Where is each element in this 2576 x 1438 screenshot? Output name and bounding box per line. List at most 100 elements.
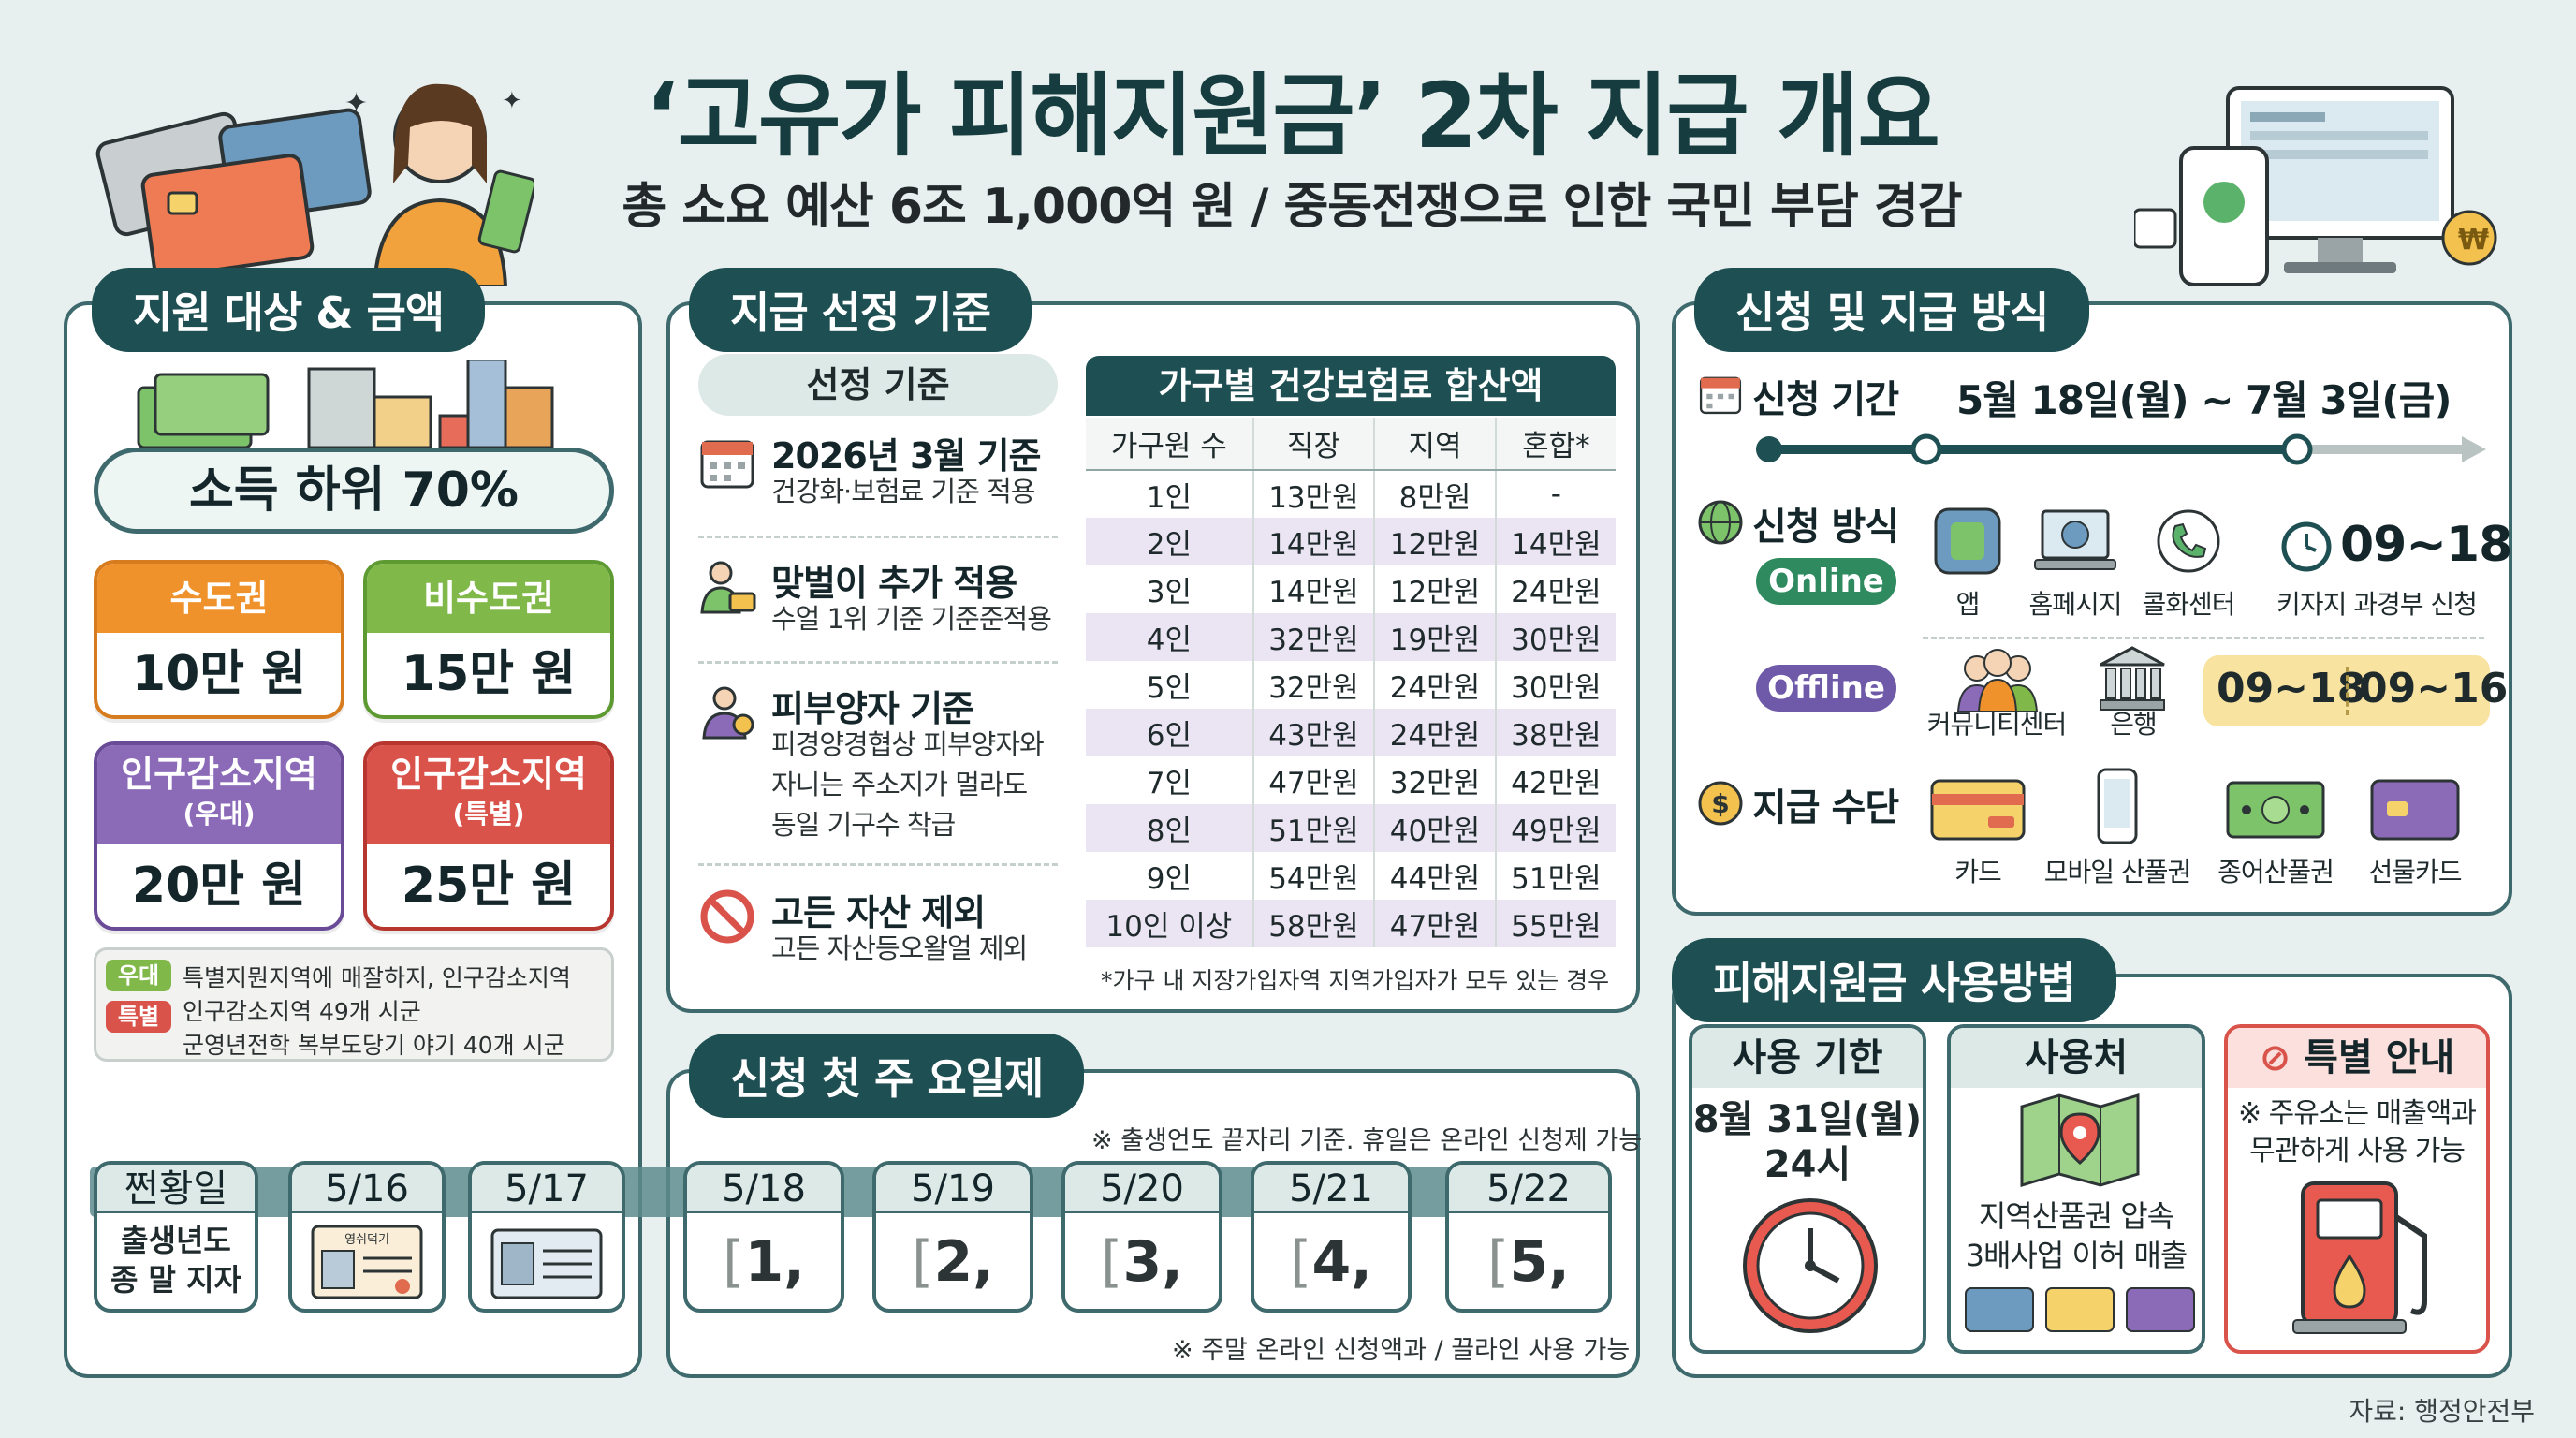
- table-row: 1인 13만원 8만원 -: [1086, 470, 1616, 518]
- table-row: 8인 51만원 40만원 49만원: [1086, 804, 1616, 852]
- day-digits: 5, 0: [1509, 1229, 1570, 1295]
- table-cell: 3인: [1086, 565, 1254, 613]
- table-row: 2인 14만원 12만원 14만원: [1086, 518, 1616, 565]
- region-box-depop-preferred: 인구감소지역 (우대) 20만 원: [94, 741, 344, 931]
- day-box: 5/19[2, 7]: [872, 1161, 1033, 1313]
- prohibited-icon: ⊘: [2259, 1036, 2291, 1079]
- region-box-non-capital: 비수도권 15만 원: [363, 560, 614, 719]
- day-label: 5/16: [292, 1165, 442, 1213]
- weekday-panel-tab: 신청 첫 주 요일제: [689, 1034, 1085, 1118]
- person-with-cards-illustration: ✦ ✦: [95, 83, 534, 286]
- table-cell: 51만원: [1511, 862, 1602, 896]
- table-cell: 42만원: [1511, 767, 1602, 800]
- period-label: 신청 기간: [1752, 378, 1899, 421]
- prohibited-icon: [700, 889, 754, 944]
- card-icon: [1930, 779, 2026, 841]
- insurance-table: 가구원 수 직장 지역 혼합* 1인 13만원 8만원 -2인 14만원 12만원 14만원…: [1086, 418, 1616, 947]
- region-sub: (우대): [183, 799, 256, 829]
- region-head: 인구감소지역 (우대): [97, 745, 341, 844]
- table-cell: 9인: [1086, 852, 1254, 900]
- table-cell: 8인: [1086, 804, 1254, 852]
- day-digits-row: [4, 9]: [1254, 1213, 1408, 1309]
- table-row: 9인 54만원 44만원 51만원: [1086, 852, 1616, 900]
- day-label: 5/19: [876, 1165, 1030, 1213]
- table-row: 3인 14만원 12만원 24만원: [1086, 565, 1616, 613]
- day-label: 5/17: [472, 1165, 622, 1213]
- pay-item-label: 모바일 산풀권: [2043, 857, 2191, 888]
- day-box-516: 5/16 영쉬덕기: [288, 1161, 446, 1313]
- region-head: 인구감소지역 (특별): [367, 745, 610, 844]
- table-row: 6인 43만원 24만원 38만원: [1086, 709, 1616, 756]
- svg-text:✦: ✦: [502, 87, 522, 115]
- day-box: 5/21[4, 9]: [1251, 1161, 1412, 1313]
- usage-panel-tab: 피해지원금 사용방볍: [1672, 938, 2116, 1022]
- offline-chip: Offline: [1756, 665, 1896, 712]
- table-cell: 32만원: [1374, 756, 1497, 804]
- svg-text:✦: ✦: [344, 87, 368, 120]
- special-line: 무관하게 사용 가능: [2249, 1135, 2466, 1167]
- column-header: 가구원 수: [1086, 418, 1254, 471]
- id-card-label: 영쉬덕기: [344, 1233, 389, 1247]
- table-row: 4인 32만원 19만원 30만원: [1086, 613, 1616, 661]
- couple-money-icon: [700, 561, 756, 614]
- table-cell: 44만원: [1374, 852, 1497, 900]
- table-cell: 49만원: [1495, 804, 1616, 852]
- community-hours: 09~18: [2217, 665, 2366, 712]
- dependent-person-icon: [702, 686, 754, 740]
- day-label: 5/20: [1065, 1165, 1219, 1213]
- table-cell: 58만원: [1252, 900, 1376, 947]
- table-cell: 8만원: [1374, 470, 1497, 518]
- criteria-desc: 건강화·보험료 기준 적용: [771, 476, 1035, 507]
- table-cell: 7인: [1086, 756, 1254, 804]
- table-cell: 47만원: [1252, 756, 1376, 804]
- day-value: 출생년도 종 말 지자: [110, 1223, 242, 1298]
- alarm-clock-icon: [1743, 1198, 1878, 1333]
- table-cell: 4인: [1086, 613, 1254, 661]
- table-cell: 10인 이상: [1086, 900, 1254, 947]
- divider: [698, 536, 1058, 538]
- column-header: 지역: [1374, 418, 1497, 471]
- bank-hours: 09~16: [2359, 665, 2509, 712]
- deadline-head: 사용 기한: [1692, 1028, 1923, 1088]
- table-cell: 24만원: [1374, 661, 1497, 709]
- svg-text:$: $: [1711, 788, 1729, 819]
- divider: [2346, 667, 2349, 715]
- region-name: 수도권: [97, 564, 341, 633]
- table-cell: 55만원: [1495, 900, 1616, 947]
- online-item-label: 홈페시지: [2028, 589, 2122, 620]
- criteria-desc: 자니는 주소지가 멀라도: [771, 769, 1028, 800]
- bracket: [: [1101, 1229, 1123, 1295]
- table-cell: 47만원: [1374, 900, 1497, 947]
- region-box-capital: 수도권 10만 원: [94, 560, 344, 719]
- day-digits: 1, 6: [744, 1229, 805, 1295]
- table-row: 7인 47만원 32만원 42만원: [1086, 756, 1616, 804]
- table-cell: 51만원: [1252, 804, 1376, 852]
- page-subtitle: 총 소요 예산 6조 1,000억 원 / 중동전쟁으로 인한 국민 부담 경감: [622, 179, 1962, 235]
- table-cell: 6인: [1086, 709, 1254, 756]
- money-buildings-icon: [137, 360, 554, 449]
- criteria-desc: 고든 자산등오왈얼 제외: [771, 932, 1028, 964]
- column-header: 혼합*: [1495, 418, 1616, 471]
- day-label: 쩐황일: [97, 1165, 255, 1213]
- table-cell: -: [1550, 477, 1561, 511]
- day-box-517: 5/17: [468, 1161, 625, 1313]
- region-sub: (특별): [452, 799, 525, 829]
- online-hours: 09~18: [2340, 517, 2512, 573]
- gas-pump-icon: [2292, 1181, 2427, 1334]
- region-box-depop-special: 인구감소지역 (특별) 25만 원: [363, 741, 614, 931]
- page-title: ‘고유가 피해지원금’ 2차 지급 개요: [645, 64, 1940, 169]
- region-name: 인구감소지역: [121, 754, 317, 795]
- region-legend: 우대 특별 특별지뭔지역에 매잘하지, 인구감소지역 인구감소지역 49개 시군…: [94, 947, 614, 1062]
- mobile-voucher-icon: [2097, 768, 2138, 844]
- day-digits-row: [1, 6]: [687, 1213, 841, 1309]
- bracket: [: [1290, 1229, 1312, 1295]
- pay-item-label: 종어산풀권: [2217, 857, 2334, 888]
- special-line: ※ 주유소는 매출액과: [2237, 1097, 2477, 1130]
- place-head: 사용처: [1951, 1028, 2202, 1088]
- apply-panel-tab: 신청 및 지급 방식: [1694, 268, 2090, 352]
- table-cell: 40만원: [1374, 804, 1497, 852]
- cards-row-icon: [1965, 1287, 2195, 1332]
- criteria-title: 2026년 3월 기준: [771, 435, 1042, 477]
- criteria-desc: 동일 기구수 착급: [771, 809, 956, 841]
- pay-item-label: 선물카드: [2368, 857, 2462, 888]
